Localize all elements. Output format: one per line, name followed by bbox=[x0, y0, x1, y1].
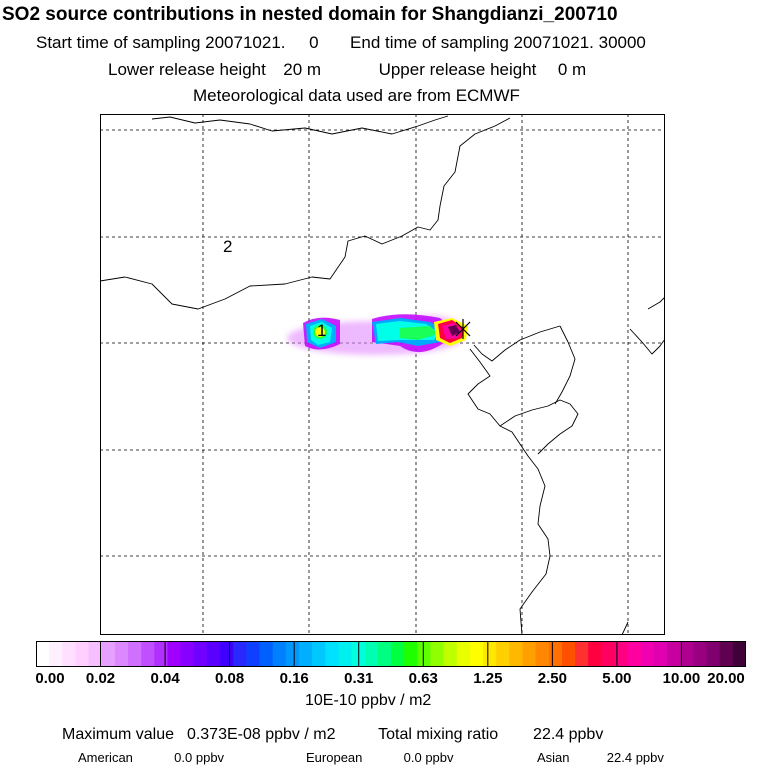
colorbar-swatch bbox=[75, 641, 90, 667]
start-time-label: Start time of sampling bbox=[36, 33, 201, 52]
lower-release-label: Lower release height bbox=[108, 60, 266, 79]
colorbar-tick-label: 0.02 bbox=[85, 670, 116, 687]
colorbar-swatch bbox=[693, 641, 708, 667]
colorbar-tick-label: 0.00 bbox=[35, 670, 65, 687]
start-time-value: 20071021. 0 bbox=[205, 33, 319, 52]
total-mixing-value: 22.4 ppbv bbox=[533, 726, 604, 743]
region-american: American 0.0 ppbv bbox=[78, 750, 225, 765]
colorbar-swatch bbox=[88, 641, 103, 667]
colorbar-swatch bbox=[483, 641, 497, 667]
colorbar-swatch bbox=[404, 641, 418, 667]
colorbar-units: 10E-10 ppbv / m2 bbox=[305, 692, 432, 709]
colorbar-swatch bbox=[575, 641, 589, 667]
colorbar-tick-label: 5.00 bbox=[602, 670, 632, 687]
colorbar-swatch bbox=[627, 641, 642, 667]
colorbar-swatch bbox=[128, 641, 142, 667]
map-frame bbox=[100, 114, 665, 635]
colorbar-swatch bbox=[141, 641, 155, 667]
colorbar-swatch bbox=[154, 641, 169, 667]
colorbar-swatch bbox=[640, 641, 655, 667]
colorbar-tick-label: 2.50 bbox=[537, 670, 567, 687]
max-value-label: Maximum value bbox=[62, 726, 175, 743]
release-heights: Lower release height 20 m Upper release … bbox=[108, 60, 586, 80]
colorbar-swatch bbox=[456, 641, 471, 667]
colorbar-tick-label: 1.25 bbox=[473, 670, 503, 687]
colorbar-swatch bbox=[167, 641, 182, 667]
colorbar-tick-label: 0.04 bbox=[150, 670, 180, 687]
colorbar-swatch bbox=[233, 641, 247, 667]
colorbar-tick-label: 0.08 bbox=[215, 670, 245, 687]
colorbar-swatch bbox=[338, 641, 353, 667]
region-label-1: 1 bbox=[317, 321, 326, 340]
colorbar-swatch bbox=[377, 641, 392, 667]
coastlines-borders bbox=[100, 115, 665, 635]
colorbar-swatch bbox=[312, 641, 326, 667]
colorbar-swatch bbox=[443, 641, 458, 667]
colorbar-swatch bbox=[49, 641, 63, 667]
colorbar-frame bbox=[36, 641, 746, 667]
colorbar-swatch bbox=[206, 641, 221, 667]
colorbar-swatch bbox=[36, 641, 50, 667]
colorbar-swatch bbox=[614, 641, 629, 667]
colorbar-swatch bbox=[285, 641, 300, 667]
colorbar-swatch bbox=[259, 641, 274, 667]
colorbar-swatch bbox=[522, 641, 537, 667]
colorbar-tick-label: 0.16 bbox=[279, 670, 309, 687]
colorbar-swatch bbox=[719, 641, 734, 667]
end-time-label: End time of sampling bbox=[350, 33, 509, 52]
colorbar-swatch bbox=[220, 641, 234, 667]
graticule bbox=[100, 114, 665, 635]
x-marker-icon bbox=[455, 319, 471, 339]
colorbar-tick-label: 20.00 bbox=[707, 670, 745, 687]
colorbar-swatch bbox=[706, 641, 721, 667]
colorbar-swatch bbox=[548, 641, 563, 667]
colorbar-swatch bbox=[193, 641, 208, 667]
colorbar-tick-label: 10.00 bbox=[662, 670, 701, 687]
colorbar-tick-label: 0.63 bbox=[408, 670, 438, 687]
colorbar-swatch bbox=[588, 641, 602, 667]
page-title: SO2 source contributions in nested domai… bbox=[2, 4, 618, 25]
colorbar-swatch bbox=[509, 641, 524, 667]
colorbar-swatch bbox=[496, 641, 510, 667]
end-time-value: 20071021. 30000 bbox=[513, 33, 646, 52]
map-panel: 1 2 bbox=[100, 114, 665, 635]
colorbar-swatch bbox=[667, 641, 681, 667]
lower-release-value: 20 m bbox=[283, 60, 322, 79]
colorbar bbox=[36, 641, 746, 667]
colorbar-swatch bbox=[364, 641, 379, 667]
met-data-note: Meteorological data used are from ECMWF bbox=[193, 86, 520, 105]
colorbar-swatch bbox=[114, 641, 129, 667]
colorbar-swatch bbox=[180, 641, 195, 667]
colorbar-swatch bbox=[298, 641, 313, 667]
colorbar-swatch bbox=[653, 641, 668, 667]
colorbar-swatch bbox=[535, 641, 550, 667]
region-asian: Asian 22.4 ppbv bbox=[537, 750, 664, 765]
total-mixing-label: Total mixing ratio bbox=[378, 726, 499, 743]
region-european: European 0.0 ppbv bbox=[306, 750, 454, 765]
summary-row: Maximum value 0.373E-08 ppbv / m2 Total … bbox=[62, 726, 603, 744]
sampling-times: Start time of sampling 20071021. 0 End t… bbox=[36, 33, 646, 53]
upper-release-label: Upper release height bbox=[378, 60, 537, 79]
colorbar-swatch bbox=[272, 641, 287, 667]
colorbar-swatch bbox=[732, 641, 746, 667]
colorbar-tick-label: 0.31 bbox=[344, 670, 374, 687]
upper-release-value: 0 m bbox=[557, 60, 587, 79]
colorbar-swatch bbox=[62, 641, 77, 667]
colorbar-swatch bbox=[325, 641, 340, 667]
region-label-2: 2 bbox=[223, 237, 232, 256]
colorbar-swatch bbox=[601, 641, 616, 667]
colorbar-swatch bbox=[430, 641, 445, 667]
colorbar-swatch bbox=[246, 641, 261, 667]
colorbar-swatch bbox=[417, 641, 432, 667]
colorbar-swatch bbox=[101, 641, 116, 667]
colorbar-swatch bbox=[561, 641, 576, 667]
colorbar-swatch bbox=[680, 641, 695, 667]
so2-plume bbox=[287, 314, 468, 355]
colorbar-swatch bbox=[391, 641, 405, 667]
max-value: 0.373E-08 ppbv / m2 bbox=[186, 726, 336, 743]
colorbar-swatch bbox=[469, 641, 484, 667]
